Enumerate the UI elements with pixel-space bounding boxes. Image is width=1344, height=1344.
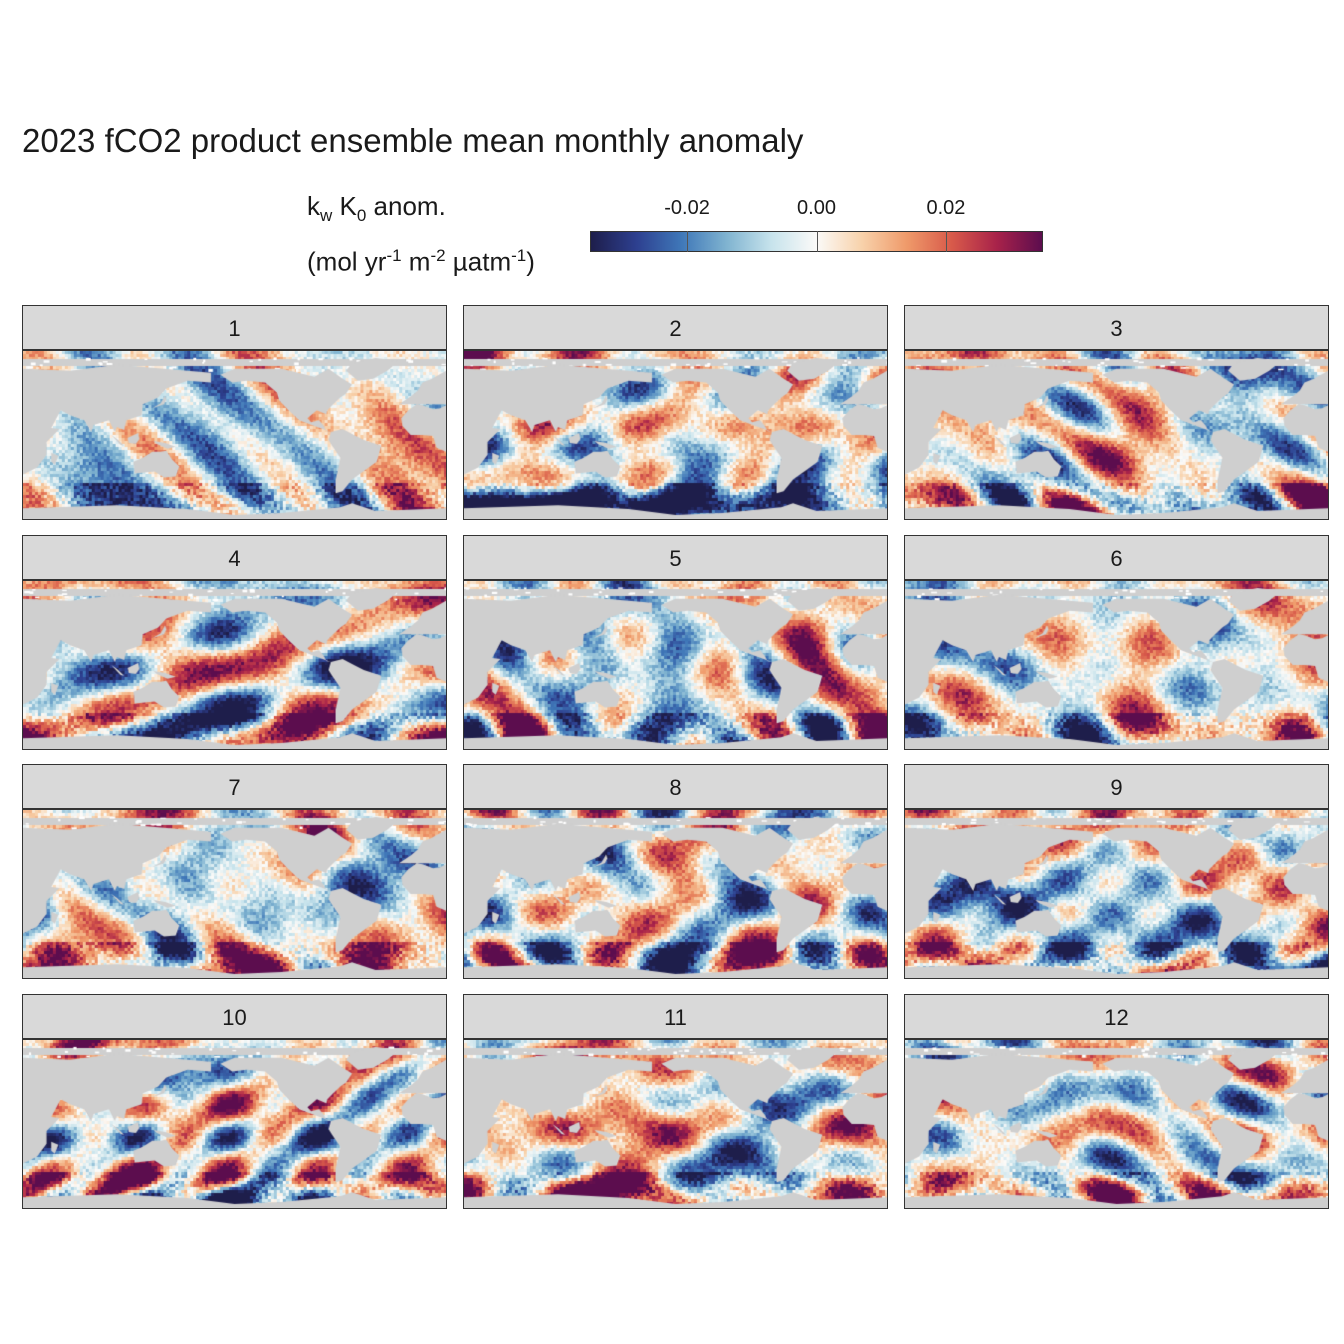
facet-panel-5: 5 <box>463 535 888 750</box>
legend-title-line2: (mol yr-1 m-2 µatm-1) <box>307 246 535 277</box>
anomaly-map <box>464 1040 887 1208</box>
anomaly-map <box>23 351 446 519</box>
facet-label: 11 <box>464 995 887 1040</box>
facet-label: 9 <box>905 765 1328 810</box>
anomaly-map <box>23 810 446 978</box>
colorbar-tick <box>816 231 818 252</box>
facet-panel-10: 10 <box>22 994 447 1209</box>
facet-panel-12: 12 <box>904 994 1329 1209</box>
facet-label: 7 <box>23 765 446 810</box>
facet-panel-2: 2 <box>463 305 888 520</box>
facet-label: 6 <box>905 536 1328 581</box>
facet-panel-3: 3 <box>904 305 1329 520</box>
anomaly-map <box>905 810 1328 978</box>
colorbar-tick-label: 0.02 <box>926 197 966 219</box>
anomaly-map <box>464 810 887 978</box>
facet-panel-9: 9 <box>904 764 1329 979</box>
facet-panel-4: 4 <box>22 535 447 750</box>
anomaly-map <box>905 351 1328 519</box>
anomaly-map <box>464 581 887 749</box>
facet-label: 12 <box>905 995 1328 1040</box>
colorbar-tick-label: -0.02 <box>664 197 710 219</box>
colorbar-tick <box>945 231 947 252</box>
legend-title-line1: kw K0 anom. <box>307 191 446 226</box>
chart-title: 2023 fCO2 product ensemble mean monthly … <box>22 122 804 159</box>
facet-label: 4 <box>23 536 446 581</box>
colorbar-tick <box>687 231 689 252</box>
facet-label: 1 <box>23 306 446 351</box>
anomaly-map <box>23 1040 446 1208</box>
facet-label: 5 <box>464 536 887 581</box>
anomaly-map <box>464 351 887 519</box>
colorbar-tick-label: 0.00 <box>797 197 836 219</box>
facet-label: 10 <box>23 995 446 1040</box>
facet-panel-6: 6 <box>904 535 1329 750</box>
anomaly-map <box>23 581 446 749</box>
facet-label: 3 <box>905 306 1328 351</box>
legend-title: kw K0 anom. (mol yr-1 m-2 µatm-1) <box>307 186 535 282</box>
facet-label: 8 <box>464 765 887 810</box>
facet-panel-7: 7 <box>22 764 447 979</box>
facet-panel-1: 1 <box>22 305 447 520</box>
anomaly-map <box>905 581 1328 749</box>
facet-label: 2 <box>464 306 887 351</box>
facet-panel-8: 8 <box>463 764 888 979</box>
anomaly-map <box>905 1040 1328 1208</box>
facet-panel-11: 11 <box>463 994 888 1209</box>
